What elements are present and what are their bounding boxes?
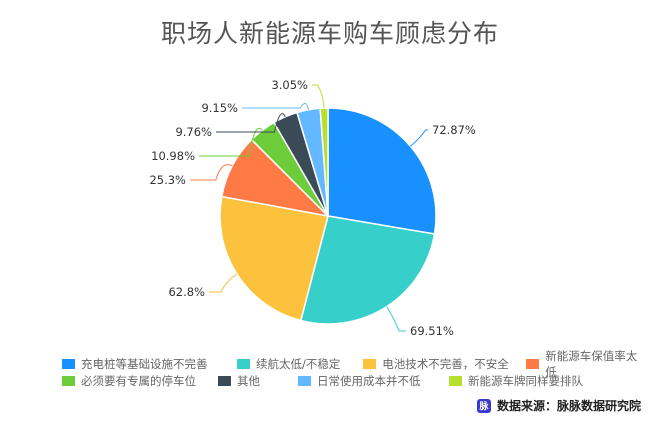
- legend-label: 续航太低/不稳定: [255, 356, 341, 371]
- pie-slice[interactable]: [319, 107, 329, 217]
- legend-item[interactable]: 电池技术不完善，不安全: [363, 356, 512, 372]
- legend-label: 充电桩等基础设施不完善: [81, 356, 208, 371]
- leader-line: [190, 164, 233, 181]
- legend-label: 新能源车保值率太低: [545, 348, 638, 379]
- slice-label: 10.98%: [151, 149, 195, 163]
- pie-slice[interactable]: [299, 215, 436, 325]
- legend-swatch: [526, 358, 540, 369]
- leader-line: [242, 102, 309, 110]
- legend-swatch: [62, 358, 75, 369]
- legend-swatch: [449, 375, 462, 386]
- legend: 充电桩等基础设施不完善 续航太低/不稳定 电池技术不完善，不安全 新能源车保值率…: [62, 349, 660, 389]
- legend-row-1: 充电桩等基础设施不完善 续航太低/不稳定 电池技术不完善，不安全 新能源车保值率…: [62, 349, 660, 379]
- slice-label: 69.51%: [410, 324, 454, 338]
- pie-slice[interactable]: [327, 107, 437, 235]
- leader-line: [410, 129, 428, 147]
- slice-label: 9.15%: [201, 101, 238, 115]
- source-label: 数据来源：脉脉数据研究院: [497, 399, 642, 413]
- legend-item[interactable]: 日常使用成本并不低: [298, 373, 435, 389]
- legend-label: 日常使用成本并不低: [317, 373, 421, 388]
- legend-row-2: 必须要有专属的停车位 其他 日常使用成本并不低 新能源车牌同样要排队: [62, 372, 660, 389]
- legend-item[interactable]: 必须要有专属的停车位: [62, 373, 204, 389]
- legend-swatch: [363, 358, 377, 369]
- slice-label: 3.05%: [271, 78, 308, 92]
- slice-label: 9.76%: [175, 125, 212, 139]
- legend-swatch: [298, 375, 311, 386]
- leader-line: [312, 84, 325, 109]
- legend-swatch: [236, 358, 250, 369]
- leader-line: [209, 273, 238, 293]
- pie-slice[interactable]: [219, 195, 329, 322]
- legend-label: 新能源车牌同样要排队: [468, 373, 583, 388]
- data-source: 脉 数据来源：脉脉数据研究院: [477, 397, 641, 414]
- legend-item[interactable]: 新能源车牌同样要排队: [449, 373, 583, 389]
- leader-line: [386, 306, 406, 332]
- chart-title: 职场人新能源车购车顾虑分布: [160, 19, 499, 48]
- maimai-logo-icon: 脉: [477, 398, 491, 413]
- legend-label: 电池技术不完善，不安全: [382, 356, 509, 371]
- legend-swatch: [62, 375, 75, 386]
- leader-line: [216, 113, 286, 133]
- legend-swatch: [218, 375, 231, 386]
- legend-item[interactable]: 续航太低/不稳定: [236, 356, 349, 372]
- legend-item[interactable]: 充电桩等基础设施不完善: [62, 356, 223, 372]
- legend-item[interactable]: 新能源车保值率太低: [526, 348, 648, 380]
- leader-line: [199, 127, 263, 157]
- slice-label: 25.3%: [149, 173, 186, 187]
- legend-label: 其他: [237, 373, 260, 388]
- legend-label: 必须要有专属的停车位: [81, 373, 196, 388]
- legend-item[interactable]: 其他: [218, 373, 284, 389]
- slice-label: 62.8%: [168, 285, 205, 299]
- slice-label: 72.87%: [432, 123, 476, 137]
